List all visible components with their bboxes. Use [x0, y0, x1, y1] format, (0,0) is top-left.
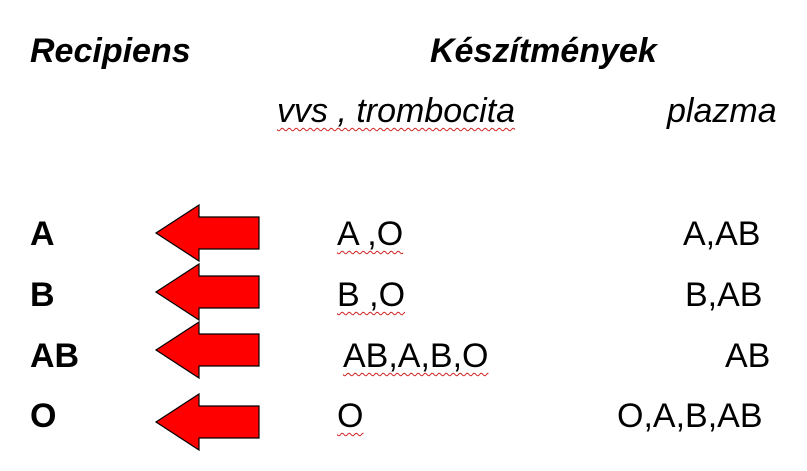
rbc-value-text: B ,O [337, 276, 406, 314]
rbc-value: AB,A,B,O [343, 339, 489, 373]
plasma-value: AB [725, 337, 771, 375]
plasma-value: A,AB [683, 215, 761, 253]
rbc-value: B ,O [337, 278, 405, 312]
left-arrow-icon [154, 203, 260, 263]
plasma-subheader: plazma [667, 92, 777, 130]
recipient-ab: AB [30, 337, 80, 375]
products-header: Készítmények [430, 32, 657, 70]
rbc-value-text: O [337, 397, 364, 435]
recipients-header: Recipiens [30, 32, 191, 70]
recipient-b: B [30, 276, 55, 314]
left-arrow-icon [154, 392, 260, 452]
rbc-value: A ,O [337, 217, 403, 251]
left-arrow-icon [154, 262, 260, 322]
rbc-value-text: A ,O [337, 215, 404, 253]
rbc-value-text: AB,A,B,O [343, 337, 489, 375]
rbc-platelet-subheader: vvs , trombocita [277, 92, 516, 130]
plasma-value: B,AB [685, 276, 763, 314]
recipient-o: O [30, 397, 57, 435]
recipient-a: A [30, 215, 55, 253]
left-arrow-icon [154, 320, 260, 380]
plasma-value: O,A,B,AB [617, 397, 763, 435]
rbc-value: O [337, 399, 363, 433]
